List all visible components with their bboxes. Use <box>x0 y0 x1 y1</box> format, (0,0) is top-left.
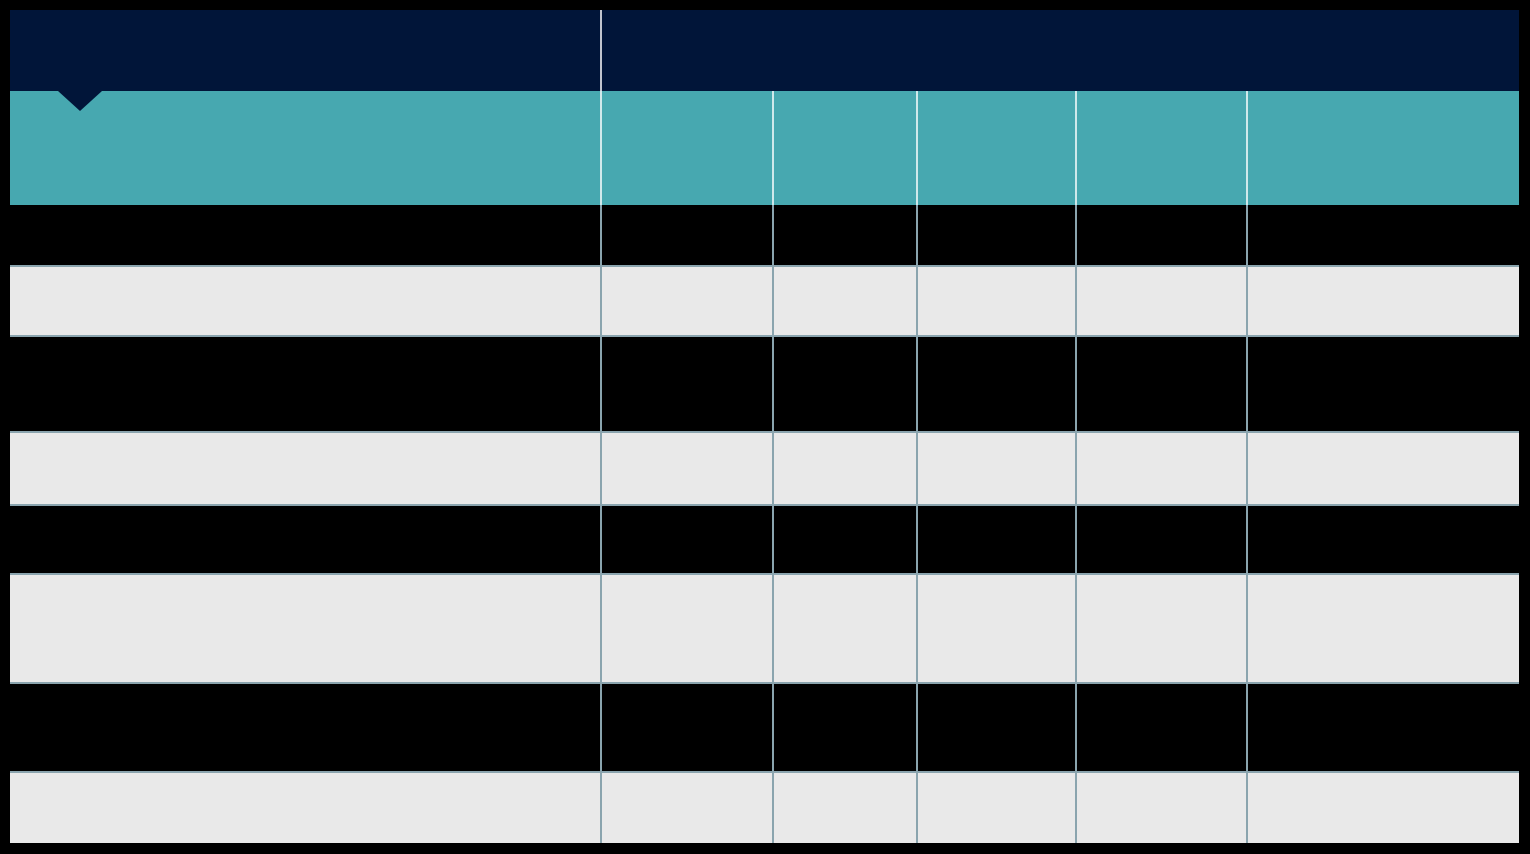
header-band <box>10 10 1519 91</box>
row <box>10 266 1519 336</box>
row <box>10 432 1519 505</box>
grid-lines <box>10 205 1519 843</box>
row <box>10 336 1519 432</box>
header-pointer <box>58 91 102 111</box>
row <box>10 505 1519 574</box>
row <box>10 772 1519 843</box>
row <box>10 205 1519 266</box>
row <box>10 574 1519 683</box>
header-dividers <box>600 10 1248 205</box>
row <box>10 683 1519 772</box>
column-header-row <box>10 91 1519 205</box>
